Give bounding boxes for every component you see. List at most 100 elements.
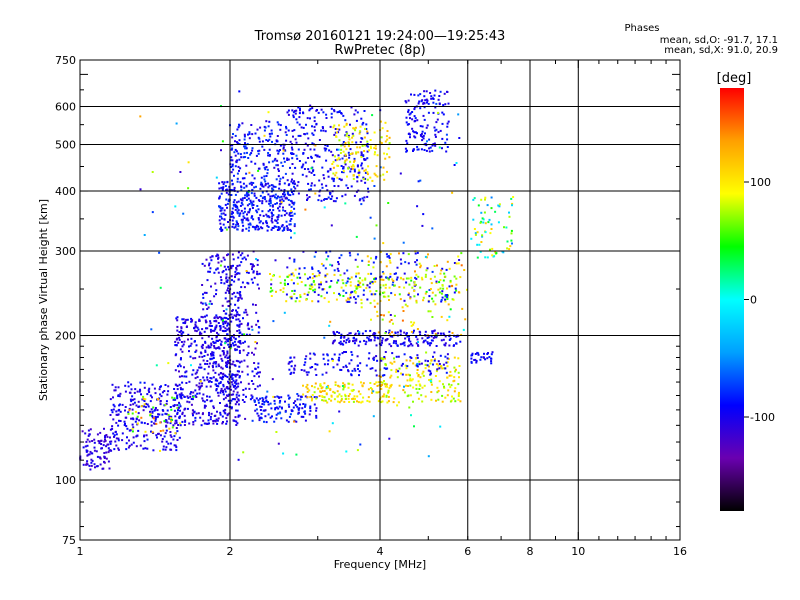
- data-point: [309, 104, 312, 107]
- data-point: [434, 135, 437, 138]
- data-point: [125, 442, 128, 445]
- data-point: [339, 340, 342, 343]
- data-point: [276, 164, 279, 167]
- data-point: [220, 217, 223, 220]
- data-point: [352, 340, 354, 343]
- data-point: [288, 405, 291, 408]
- data-point: [285, 212, 288, 215]
- data-point: [154, 419, 157, 422]
- data-point: [236, 159, 239, 162]
- data-point: [389, 261, 392, 264]
- data-point: [347, 370, 350, 373]
- data-point: [293, 129, 296, 132]
- data-point: [284, 284, 287, 286]
- data-point: [424, 339, 427, 342]
- data-point: [283, 195, 286, 198]
- data-point: [444, 141, 447, 144]
- data-point: [147, 405, 150, 408]
- data-point: [484, 358, 487, 361]
- data-point: [303, 410, 306, 413]
- data-point: [342, 295, 345, 297]
- data-point: [224, 203, 227, 206]
- data-point: [449, 279, 452, 282]
- data-point: [271, 184, 274, 187]
- data-point: [104, 436, 106, 439]
- data-point: [490, 360, 493, 363]
- data-point: [150, 408, 153, 411]
- data-point: [247, 282, 250, 285]
- data-point: [183, 366, 185, 369]
- data-point: [292, 111, 295, 114]
- data-point: [440, 292, 443, 295]
- data-point: [275, 139, 278, 142]
- data-point: [186, 325, 188, 328]
- data-point: [369, 382, 372, 384]
- data-point: [384, 351, 387, 353]
- data-point: [151, 416, 154, 419]
- data-point: [112, 408, 115, 411]
- data-point: [124, 406, 127, 408]
- data-point: [383, 152, 386, 155]
- data-point: [294, 364, 297, 367]
- data-point: [252, 265, 255, 268]
- data-point: [110, 409, 113, 412]
- data-point: [423, 149, 426, 151]
- data-point: [354, 129, 357, 132]
- data-point: [387, 255, 390, 258]
- data-point: [291, 153, 293, 155]
- data-point: [343, 145, 346, 148]
- data-point: [241, 218, 244, 221]
- data-point: [349, 254, 352, 257]
- data-point: [276, 222, 279, 224]
- data-point: [356, 265, 359, 268]
- data-point: [176, 397, 179, 400]
- data-point: [228, 185, 231, 188]
- data-point: [267, 154, 270, 157]
- data-point: [177, 406, 180, 409]
- data-point: [145, 434, 148, 437]
- data-point: [291, 148, 294, 151]
- data-point: [284, 131, 287, 134]
- data-point: [221, 415, 224, 418]
- data-point: [360, 156, 363, 158]
- data-point: [474, 358, 477, 361]
- data-point: [360, 164, 363, 167]
- data-point: [290, 371, 293, 374]
- data-point: [432, 330, 435, 333]
- data-point: [205, 385, 208, 388]
- data-point: [309, 407, 312, 410]
- data-point: [477, 352, 480, 355]
- data-point: [297, 134, 300, 137]
- data-point: [195, 412, 198, 415]
- data-point: [269, 402, 272, 405]
- data-point: [348, 362, 351, 365]
- data-point: [255, 408, 258, 411]
- data-point: [401, 342, 404, 345]
- data-point: [464, 318, 467, 321]
- data-point: [325, 387, 328, 390]
- data-point: [446, 294, 448, 296]
- data-point: [343, 125, 346, 128]
- data-point: [183, 375, 186, 378]
- data-point: [313, 396, 316, 399]
- data-point: [444, 275, 447, 278]
- data-point: [221, 329, 224, 332]
- data-point: [407, 109, 410, 112]
- data-point: [452, 397, 455, 400]
- data-point: [427, 253, 429, 256]
- data-point: [257, 152, 260, 155]
- data-point: [175, 427, 178, 429]
- data-point: [425, 90, 428, 93]
- data-point: [235, 313, 238, 316]
- data-point: [276, 395, 279, 398]
- data-point: [290, 229, 292, 232]
- data-point: [263, 401, 266, 403]
- y-tick-label: 75: [62, 534, 76, 547]
- data-point: [375, 374, 378, 377]
- data-point: [348, 154, 351, 156]
- data-point: [140, 405, 143, 408]
- phase-o-stats: mean, sd,O: -91.7, 17.1: [660, 35, 778, 46]
- data-point: [117, 437, 120, 440]
- data-point: [232, 258, 235, 261]
- data-point: [225, 386, 228, 389]
